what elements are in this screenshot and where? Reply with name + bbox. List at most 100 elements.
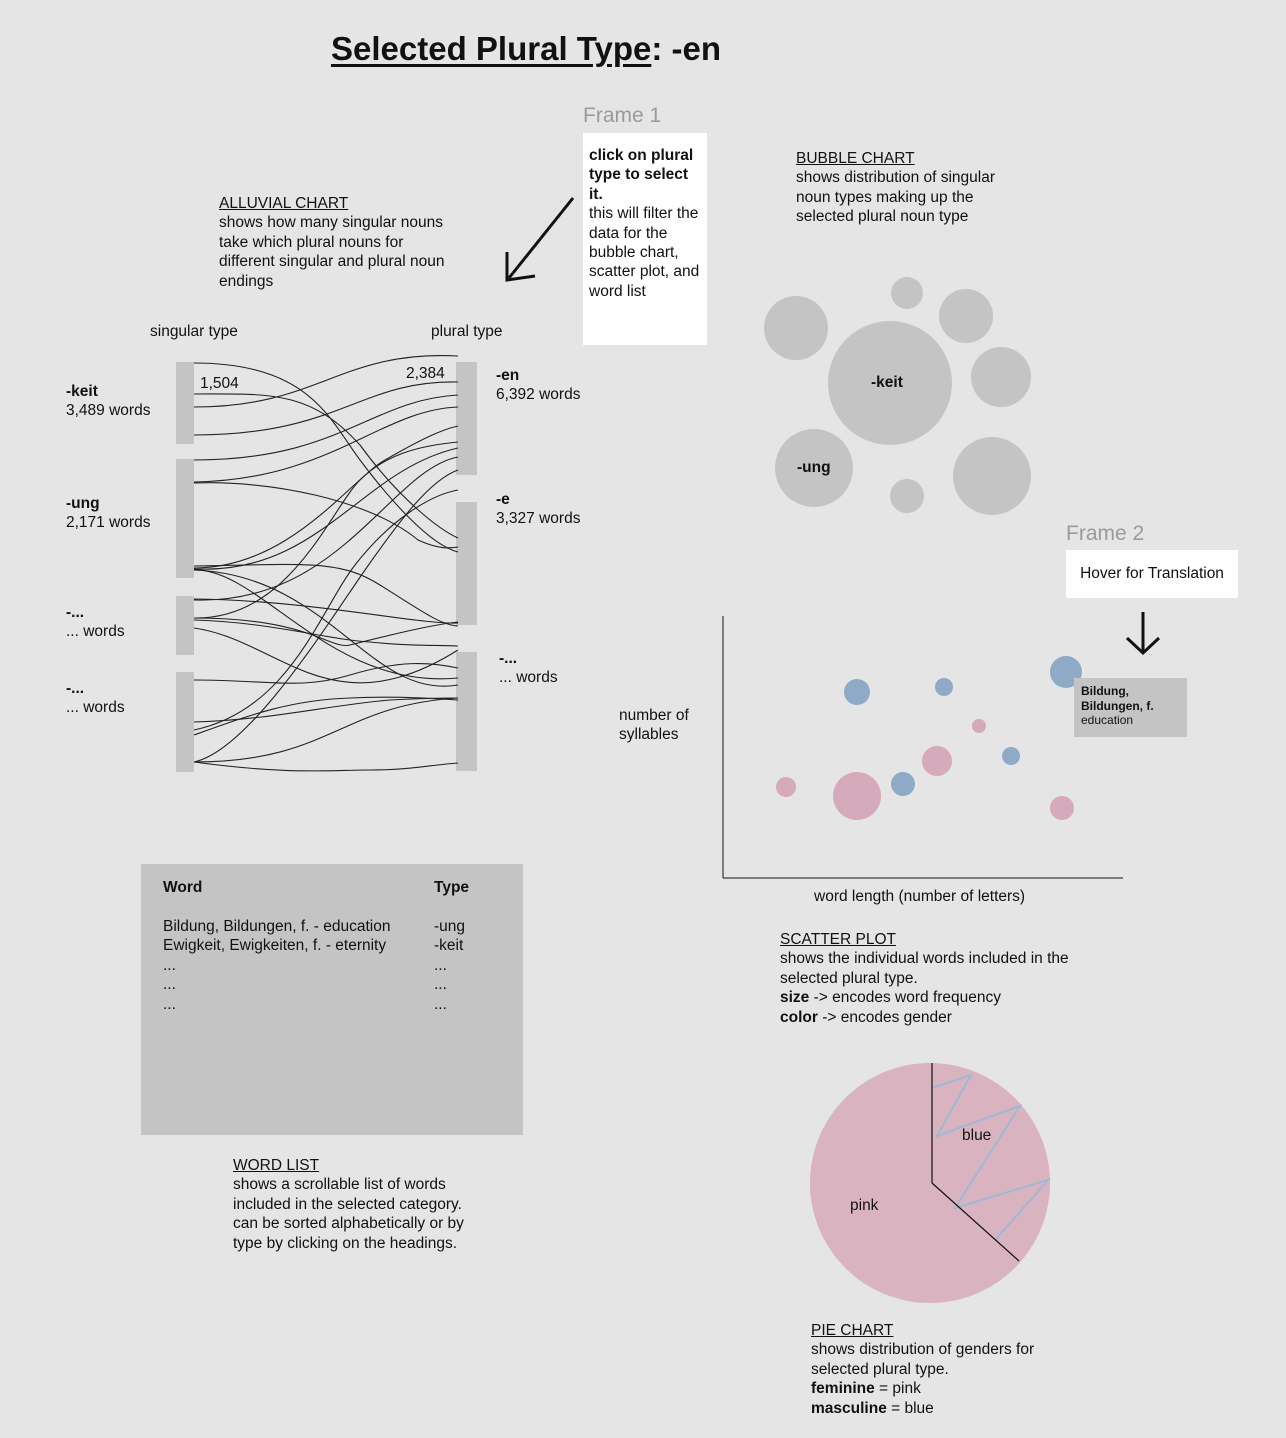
flow-label-right: 2,384	[406, 365, 445, 382]
bubble[interactable]	[953, 437, 1031, 515]
bubble-label-keit: -keit	[871, 374, 903, 391]
pie-masc-key: masculine	[811, 1399, 887, 1417]
page-title: Selected Plural Type: -en	[331, 30, 721, 68]
plural-type-header: plural type	[431, 323, 503, 340]
plural-name: -e	[496, 491, 510, 508]
scatter-description-block: SCATTER PLOT shows the individual words …	[780, 930, 1100, 1027]
singular-label-keit[interactable]: -keit 3,489 words	[66, 382, 150, 420]
scatter-point[interactable]	[844, 679, 870, 705]
singular-bar-keit[interactable]	[176, 362, 194, 444]
list-item[interactable]: ...	[163, 995, 176, 1013]
list-item[interactable]: Bildung, Bildungen, f. - education	[163, 918, 391, 935]
type-column-header[interactable]: Type	[434, 879, 470, 896]
singular-name: -...	[66, 680, 85, 697]
singular-name: -keit	[66, 383, 98, 400]
singular-bar-ung[interactable]	[176, 459, 194, 578]
bubble[interactable]	[764, 296, 828, 360]
frame1-card-bold: click on plural type to select it.	[589, 147, 694, 203]
bubble-heading: BUBBLE CHART	[796, 150, 915, 167]
pie-label-pink: pink	[850, 1197, 879, 1214]
scatter-point[interactable]	[922, 746, 952, 776]
singular-bar-other-2[interactable]	[176, 672, 194, 772]
scatter-point[interactable]	[776, 777, 796, 797]
pie-label-blue: blue	[962, 1127, 992, 1144]
bubble-chart	[764, 277, 1031, 515]
scatter-color-key: color	[780, 1008, 818, 1026]
plural-bar-en[interactable]	[456, 362, 477, 475]
scatter-point[interactable]	[1050, 796, 1074, 820]
scatter-point[interactable]	[833, 772, 881, 820]
scatter-point[interactable]	[1002, 747, 1020, 765]
bubble[interactable]	[939, 289, 993, 343]
singular-label-other-2[interactable]: -... ... words	[66, 679, 125, 717]
list-item[interactable]: Ewigkeit, Ewigkeiten, f. - eternity	[163, 937, 387, 955]
singular-bar-other-1[interactable]	[176, 596, 194, 655]
page-title-prefix: Selected Plural Type	[331, 30, 652, 67]
frame1-arrow-icon	[505, 197, 575, 282]
plural-label-e[interactable]: -e 3,327 words	[496, 490, 580, 528]
pie-chart	[810, 1063, 1052, 1303]
alluvial-description-block: ALLUVIAL CHART shows how many singular n…	[219, 194, 459, 291]
word-list-description-1: shows a scrollable list of words include…	[233, 1176, 462, 1213]
singular-type-header: singular type	[150, 323, 238, 340]
pie-heading: PIE CHART	[811, 1322, 894, 1339]
list-item-type: -ung	[434, 918, 466, 935]
singular-name: -ung	[66, 495, 100, 512]
bubble-ung[interactable]	[775, 429, 853, 507]
word-column-header[interactable]: Word	[163, 879, 203, 896]
plural-label-en[interactable]: -en 6,392 words	[496, 366, 580, 404]
scatter-point[interactable]	[972, 719, 986, 733]
plural-bar-other[interactable]	[456, 652, 477, 771]
bubble[interactable]	[971, 347, 1031, 407]
scatter-size-text: -> encodes word frequency	[809, 989, 1002, 1007]
frame2-label: Frame 2	[1066, 522, 1145, 545]
alluvial-flows	[193, 355, 459, 772]
flow-label-left: 1,504	[200, 375, 239, 392]
bubble[interactable]	[890, 479, 924, 513]
plural-count: 6,392 words	[496, 386, 581, 403]
scatter-plot	[722, 616, 1123, 879]
word-list-description-block: WORD LIST shows a scrollable list of wor…	[233, 1156, 465, 1253]
scatter-ylabel: number of syllables	[619, 706, 709, 744]
list-item[interactable]: ...	[163, 976, 176, 994]
frame2-arrow-icon	[1125, 612, 1161, 656]
frame1-card: click on plural type to select it. this …	[583, 133, 707, 345]
scatter-description: shows the individual words included in t…	[780, 950, 1069, 987]
scatter-tooltip: Bildung, Bildungen, f. education	[1074, 678, 1187, 737]
list-item[interactable]: ...	[163, 956, 176, 974]
singular-count: ... words	[66, 623, 125, 640]
alluvial-heading: ALLUVIAL CHART	[219, 195, 349, 212]
list-item-type: ...	[434, 995, 447, 1013]
bubble-label-ung: -ung	[797, 459, 831, 476]
frame2-card: Hover for Translation	[1066, 550, 1238, 598]
list-item-type: ...	[434, 976, 447, 994]
scatter-ylabel-text: number of syllables	[619, 707, 689, 743]
type-column: -ung -keit ... ... ...	[434, 917, 465, 1014]
pie-slice-blue-hatch[interactable]	[931, 1073, 1052, 1241]
plural-name: -...	[499, 650, 518, 667]
bubble-keit[interactable]	[828, 321, 952, 445]
word-list-heading: WORD LIST	[233, 1157, 320, 1174]
scatter-point[interactable]	[891, 772, 915, 796]
bubble-description-block: BUBBLE CHART shows distribution of singu…	[796, 149, 1006, 227]
pie-fem-key: feminine	[811, 1380, 875, 1398]
singular-count: 2,171 words	[66, 514, 151, 531]
word-list-panel[interactable]: Word Type Bildung, Bildungen, f. - educa…	[141, 864, 523, 1135]
tooltip-word: Bildung, Bildungen, f.	[1081, 684, 1154, 713]
scatter-size-key: size	[780, 989, 810, 1007]
pie-description-block: PIE CHART shows distribution of genders …	[811, 1321, 1051, 1418]
word-column: Bildung, Bildungen, f. - education Ewigk…	[163, 917, 391, 1014]
bubble-description: shows distribution of singular noun type…	[796, 169, 996, 226]
singular-label-ung[interactable]: -ung 2,171 words	[66, 494, 150, 532]
scatter-color-text: -> encodes gender	[817, 1008, 952, 1026]
page-title-suffix: : -en	[651, 30, 722, 67]
scatter-xlabel: word length (number of letters)	[814, 888, 1026, 905]
plural-label-other[interactable]: -... ... words	[499, 649, 558, 687]
bubble[interactable]	[891, 277, 923, 309]
alluvial-description: shows how many singular nouns take which…	[219, 214, 445, 290]
scatter-point[interactable]	[935, 678, 953, 696]
pie-slice-pink[interactable]	[810, 1063, 1050, 1303]
plural-bar-e[interactable]	[456, 502, 477, 625]
singular-label-other-1[interactable]: -... ... words	[66, 603, 125, 641]
frame1-label: Frame 1	[583, 104, 662, 127]
